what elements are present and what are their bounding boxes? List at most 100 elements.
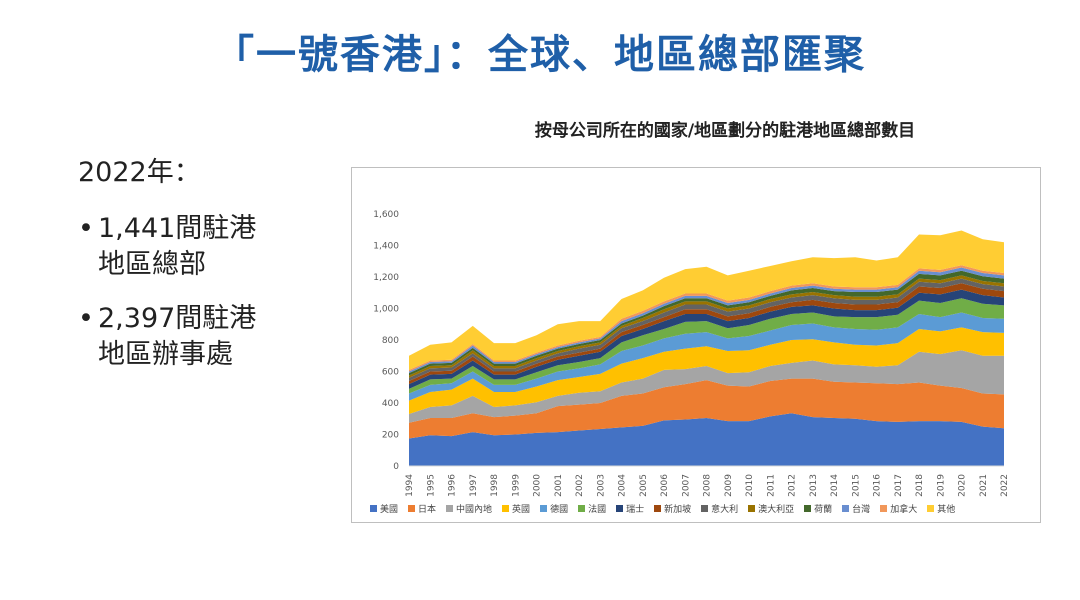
x-tick-label: 2020 (958, 474, 968, 497)
y-tick-label: 800 (382, 336, 399, 346)
y-tick-label: 1,400 (373, 242, 399, 252)
legend-item: 荷蘭 (804, 502, 832, 515)
area-series-2 (409, 378, 1004, 439)
area-series-4 (409, 327, 1004, 415)
y-tick-label: 200 (382, 431, 399, 441)
y-tick-label: 1,000 (373, 305, 399, 315)
year-heading: 2022年： (78, 157, 201, 188)
bullet-item-regional-hq: • 1,441間駐港 地區總部 (78, 211, 328, 283)
y-tick-label: 1,600 (373, 210, 399, 220)
legend-item: 瑞士 (616, 502, 644, 515)
legend-item: 台灣 (842, 502, 870, 515)
area-series-7 (409, 289, 1004, 389)
x-tick-label: 2012 (788, 474, 798, 497)
x-tick-label: 2008 (703, 474, 713, 497)
legend-item: 日本 (408, 502, 436, 515)
y-tick-label: 600 (382, 368, 399, 378)
x-tick-label: 1995 (426, 474, 436, 497)
bullet-dot: • (78, 303, 94, 334)
bullet-text: 2,397間駐港 地區辦事處 (98, 301, 256, 373)
legend-item: 新加坡 (654, 502, 691, 515)
legend-swatch (370, 505, 377, 512)
x-tick-label: 1999 (511, 474, 521, 497)
area-series-10 (409, 275, 1004, 378)
x-tick-label: 2014 (830, 474, 840, 497)
legend-swatch (654, 505, 662, 512)
legend-item: 澳大利亞 (748, 502, 794, 515)
legend-item: 其他 (927, 502, 955, 515)
bullet-text: 1,441間駐港 地區總部 (98, 211, 256, 283)
chart-legend: 美國 日本 中國內地 英國 德國 法國 瑞士 新加坡 意大利 澳大利亞 荷蘭 台灣 加拿大 其他 (370, 502, 1030, 515)
x-tick-label: 2007 (681, 474, 691, 497)
area-series-1 (409, 413, 1004, 466)
legend-label: 加拿大 (890, 505, 918, 515)
area-series-5 (409, 312, 1004, 401)
legend-swatch (804, 505, 812, 512)
legend-item: 美國 (370, 502, 398, 515)
legend-label: 中國內地 (456, 505, 493, 515)
x-tick-label: 2009 (724, 474, 734, 497)
legend-swatch (408, 505, 416, 512)
x-tick-label: 2015 (851, 474, 861, 497)
bullet-line: 1,441間駐港 (98, 213, 257, 244)
legend-label: 其他 (937, 505, 956, 515)
legend-label: 美國 (380, 505, 399, 515)
legend-label: 日本 (418, 505, 437, 515)
legend-label: 意大利 (711, 505, 739, 515)
legend-swatch (748, 505, 756, 512)
legend-label: 荷蘭 (814, 505, 833, 515)
bullet-line: 地區辦事處 (98, 339, 233, 370)
area-series-14 (409, 230, 1004, 370)
legend-swatch (927, 505, 935, 512)
legend-label: 法國 (588, 505, 607, 515)
legend-label: 德國 (550, 505, 569, 515)
legend-label: 英國 (512, 505, 531, 515)
bullet-line: 地區總部 (98, 249, 206, 280)
x-tick-label: 1994 (405, 474, 415, 497)
x-tick-label: 2018 (915, 474, 925, 497)
x-tick-label: 2004 (618, 474, 628, 497)
legend-swatch (616, 505, 624, 512)
x-tick-label: 2002 (575, 474, 585, 497)
x-tick-label: 2019 (936, 474, 946, 497)
legend-label: 瑞士 (626, 505, 645, 515)
area-series-11 (409, 270, 1004, 376)
legend-item: 英國 (502, 502, 530, 515)
chart-title: 按母公司所在的國家/地區劃分的駐港地區總部數目 (534, 121, 916, 141)
x-tick-label: 2011 (766, 474, 776, 497)
legend-item: 德國 (540, 502, 568, 515)
y-tick-label: 400 (382, 399, 399, 409)
legend-swatch (540, 505, 548, 512)
x-tick-label: 1996 (448, 474, 458, 497)
x-tick-label: 2006 (660, 474, 670, 497)
bullet-item-regional-office: • 2,397間駐港 地區辦事處 (78, 301, 328, 373)
x-tick-label: 2022 (1000, 474, 1010, 497)
x-tick-label: 2017 (894, 474, 904, 497)
area-series-8 (409, 283, 1004, 385)
legend-item: 中國內地 (446, 502, 492, 515)
x-tick-label: 2016 (873, 474, 883, 497)
x-tick-label: 2013 (809, 474, 819, 497)
legend-item: 意大利 (701, 502, 738, 515)
bullet-line: 2,397間駐港 (98, 303, 257, 334)
area-series-9 (409, 278, 1004, 381)
legend-swatch (502, 505, 510, 512)
chart-frame: 0 200 400 600 800 1,000 1,200 1,400 1,600 1994 199… (351, 167, 1041, 523)
legend-item: 加拿大 (880, 502, 917, 515)
x-tick-label: 2003 (596, 474, 606, 497)
legend-label: 澳大利亞 (758, 505, 795, 515)
legend-label: 新加坡 (664, 505, 692, 515)
x-tick-label: 2021 (979, 474, 989, 497)
legend-swatch (701, 505, 709, 512)
summary-panel: 2022年： • 1,441間駐港 地區總部 • 2,397間駐港 地區辦事處 (78, 150, 328, 391)
legend-item: 法國 (578, 502, 606, 515)
y-tick-label: 0 (393, 462, 399, 472)
slide-title: 「一號香港」：全球、地區總部匯聚 (214, 32, 866, 78)
legend-swatch (842, 505, 850, 512)
legend-swatch (578, 505, 586, 512)
legend-swatch (880, 505, 888, 512)
x-tick-label: 1998 (490, 474, 500, 497)
area-series-3 (409, 350, 1004, 423)
x-tick-label: 1997 (469, 474, 479, 497)
x-tick-label: 2000 (533, 474, 543, 497)
